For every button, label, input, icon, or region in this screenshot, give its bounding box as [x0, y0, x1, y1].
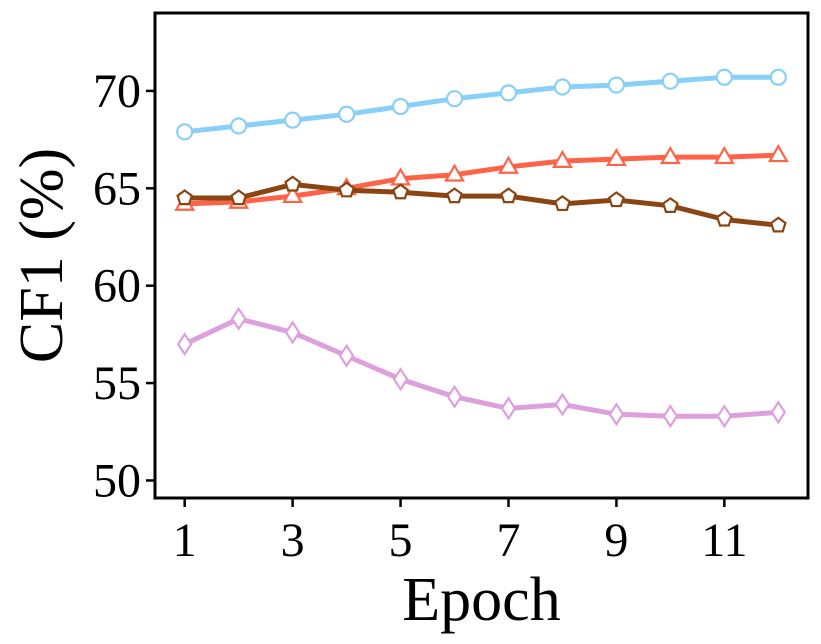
triangle-marker: [498, 155, 519, 174]
x-tick-label: 3: [281, 514, 305, 567]
y-tick-label: 65: [93, 162, 141, 215]
circle-marker: [553, 78, 572, 96]
series-triangle: [174, 143, 789, 211]
ticks-layer: 1 3 5 7 9 11 50 55 60 65 70: [93, 65, 747, 567]
diamond-marker: [554, 392, 571, 417]
x-tick-label: 5: [389, 514, 413, 567]
x-axis-title: Epoch: [402, 566, 560, 634]
circle-marker: [607, 76, 626, 94]
diamond-marker: [230, 306, 247, 331]
y-axis-title: CF1 (%): [8, 148, 76, 363]
diamond-marker: [608, 402, 625, 427]
y-tick-label: 70: [93, 65, 141, 118]
series-diamond: [176, 306, 787, 429]
series-pentagon: [176, 175, 787, 233]
pentagon-marker: [715, 210, 733, 227]
pentagon-marker: [338, 181, 356, 198]
circle-marker: [445, 90, 464, 108]
circle-marker: [499, 84, 518, 102]
triangle-marker: [551, 149, 573, 168]
triangle-marker: [444, 163, 465, 182]
series-layer: [174, 68, 789, 429]
pentagon-marker: [230, 189, 248, 206]
diamond-marker: [392, 367, 409, 392]
pentagon-marker: [446, 187, 463, 204]
series-circle: [176, 68, 787, 141]
pentagon-marker: [554, 195, 571, 212]
pentagon-marker: [607, 191, 625, 208]
diamond-marker: [662, 404, 679, 429]
diamond-marker: [446, 384, 463, 409]
x-tick-label: 7: [496, 514, 520, 567]
triangle-marker: [767, 143, 789, 163]
x-tick-label: 11: [701, 514, 747, 567]
x-tick-label: 1: [173, 514, 197, 567]
series-line: [182, 74, 781, 135]
triangle-marker: [713, 145, 735, 165]
triangle-marker: [282, 184, 304, 204]
diamond-marker: [284, 320, 301, 345]
circle-marker: [230, 117, 248, 135]
pentagon-marker: [769, 216, 787, 233]
circle-marker: [176, 123, 194, 141]
circle-marker: [391, 97, 410, 116]
series-line: [182, 152, 781, 207]
series-line: [182, 181, 781, 228]
series-line: [182, 316, 781, 419]
circle-marker: [769, 68, 787, 86]
y-tick-label: 50: [93, 454, 141, 507]
circle-marker: [661, 72, 679, 90]
pentagon-marker: [284, 175, 302, 192]
pentagon-marker: [500, 187, 517, 204]
pentagon-marker: [392, 183, 409, 200]
y-tick-label: 55: [93, 357, 141, 410]
plot-frame: [153, 11, 810, 500]
y-tick-label: 60: [93, 260, 141, 313]
pentagon-marker: [176, 189, 194, 206]
circle-marker: [715, 68, 733, 86]
diamond-marker: [770, 400, 787, 425]
diamond-marker: [716, 404, 733, 429]
x-tick-label: 9: [604, 514, 628, 567]
circle-marker: [284, 111, 302, 129]
diamond-marker: [500, 396, 517, 421]
triangle-marker: [605, 147, 627, 167]
pentagon-marker: [661, 196, 679, 213]
diamond-marker: [338, 343, 355, 368]
triangle-marker: [659, 145, 681, 165]
diamond-marker: [176, 332, 193, 357]
circle-marker: [337, 105, 356, 123]
